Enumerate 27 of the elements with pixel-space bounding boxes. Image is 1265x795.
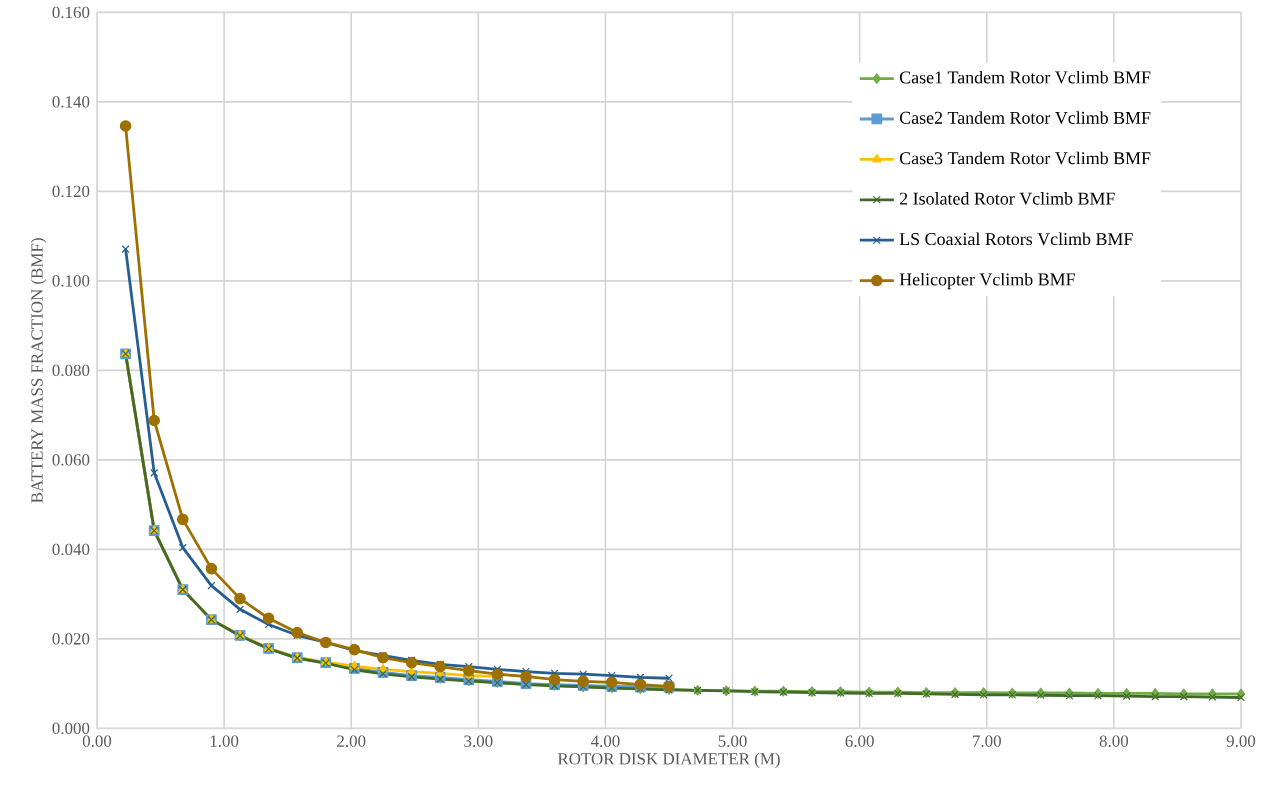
legend-label: 2 Isolated Rotor Vclimb BMF (899, 191, 1115, 205)
y-tick-label: 0.080 (52, 364, 90, 376)
x-tick-label: 2.00 (337, 735, 366, 747)
x-tick-label: 6.00 (845, 735, 874, 747)
y-tick-label: 0.140 (52, 95, 90, 108)
x-tick-label: 4.00 (590, 735, 620, 747)
y-tick-label: 0.060 (52, 453, 90, 466)
legend-label: Case3 Tandem Rotor Vclimb BMF (899, 151, 1151, 165)
x-tick-label: 8.00 (1099, 735, 1129, 747)
legend-label: Case1 Tandem Rotor Vclimb BMF (899, 70, 1151, 84)
y-tick-label: 0.020 (52, 632, 90, 645)
y-tick-label: 0.160 (52, 6, 90, 18)
x-tick-label: 5.00 (718, 735, 747, 747)
y-tick-label: 0.120 (52, 185, 90, 197)
y-tick-label: 0.000 (52, 722, 90, 734)
y-tick-label: 0.040 (52, 543, 90, 555)
legend-label: Helicopter Vclimb BMF (899, 272, 1075, 289)
y-axis-title: BATTERY MASS FRACTION (BMF) (30, 238, 47, 503)
y-tick-label: 0.100 (52, 274, 90, 287)
x-tick-label: 7.00 (973, 735, 1001, 747)
legend-label: Case2 Tandem Rotor Vclimb BMF (899, 111, 1151, 124)
legend-label: LS Coaxial Rotors Vclimb BMF (899, 232, 1133, 246)
x-tick-label: 3.00 (464, 735, 493, 747)
x-tick-label: 1.00 (210, 735, 239, 747)
x-tick-label: 9.00 (1226, 735, 1256, 747)
x-axis-title: ROTOR DISK DIAMETER (M) (557, 752, 780, 768)
x-tick-label: 0.00 (82, 735, 112, 747)
